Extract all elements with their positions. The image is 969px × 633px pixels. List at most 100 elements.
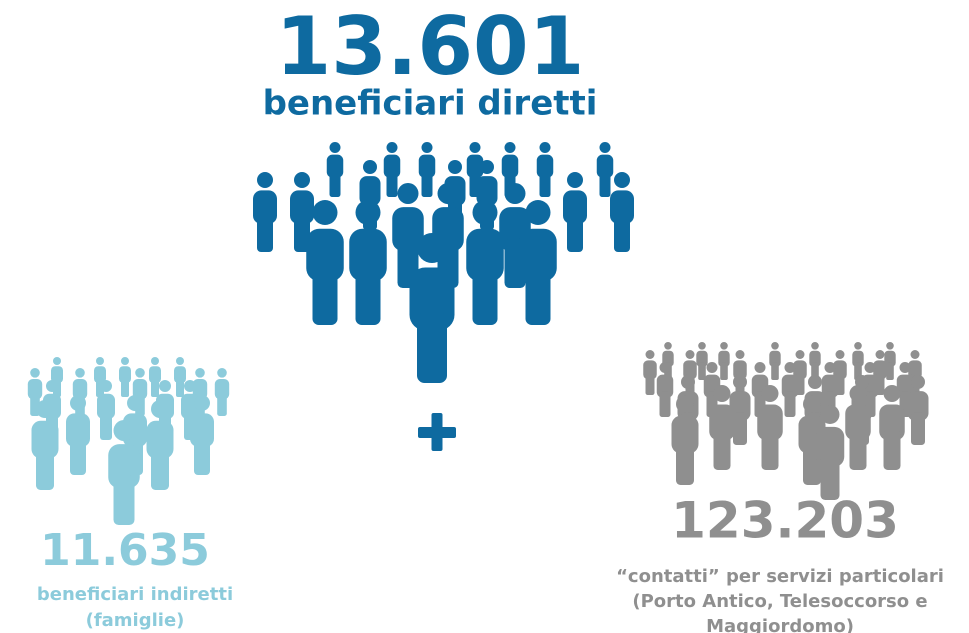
head — [835, 350, 845, 359]
legs — [417, 312, 447, 383]
person-icon — [879, 385, 905, 470]
legs — [329, 171, 341, 197]
head — [504, 142, 516, 153]
person-icon — [729, 375, 751, 445]
legs — [614, 214, 630, 252]
head — [53, 357, 61, 365]
head — [469, 142, 481, 153]
right-number: 123.203 — [671, 492, 899, 550]
person-icon — [466, 200, 504, 325]
person-icon — [709, 385, 735, 470]
legs — [720, 362, 728, 380]
right-line: (Porto Antico, Telesoccorso e — [632, 591, 927, 612]
person-icon — [656, 362, 674, 417]
legs — [911, 412, 925, 445]
legs — [567, 214, 583, 252]
person-icon — [31, 400, 59, 490]
right-line: “contatti” per servizi particolari — [616, 566, 944, 587]
head — [733, 375, 747, 389]
person-icon — [418, 142, 436, 197]
head — [397, 183, 419, 204]
head — [159, 380, 171, 392]
legs — [659, 391, 671, 417]
legs — [36, 447, 54, 490]
head — [294, 172, 310, 188]
person-icon — [108, 420, 140, 525]
person-icon — [190, 395, 214, 475]
head — [911, 375, 925, 389]
head — [127, 395, 143, 411]
legs — [312, 266, 338, 325]
head — [899, 362, 911, 373]
head — [910, 350, 920, 359]
legs — [733, 412, 747, 445]
person-icon — [852, 342, 864, 380]
legs — [713, 430, 731, 470]
head — [811, 342, 819, 350]
head — [504, 183, 526, 204]
head — [421, 142, 433, 153]
legs — [784, 391, 796, 417]
head — [761, 385, 779, 402]
person-icon — [873, 350, 887, 395]
head — [355, 200, 381, 225]
head — [539, 142, 551, 153]
head — [849, 385, 867, 402]
head — [685, 350, 695, 359]
legs — [539, 171, 551, 197]
head — [795, 350, 805, 359]
legs — [849, 430, 867, 470]
person-icon — [97, 380, 115, 440]
person-icon — [306, 200, 344, 325]
head — [886, 342, 894, 350]
person-icon — [253, 172, 277, 252]
legs — [294, 214, 310, 252]
person-icon — [769, 342, 781, 380]
person-icon — [610, 172, 634, 252]
person-icon — [907, 375, 929, 445]
head — [257, 172, 273, 188]
head — [808, 375, 822, 389]
person-icon — [757, 385, 783, 470]
head — [567, 172, 583, 188]
legs — [599, 171, 611, 197]
right-line: Maggiordomo) — [706, 616, 854, 633]
legs — [176, 378, 184, 397]
plus-v — [431, 413, 443, 451]
head — [803, 395, 821, 413]
person-icon — [409, 233, 455, 383]
person-icon — [884, 342, 896, 380]
left-line: (famiglie) — [86, 610, 185, 631]
person-icon — [326, 142, 344, 197]
person-icon — [696, 342, 708, 380]
legs — [761, 430, 779, 470]
person-icon — [781, 362, 799, 417]
head — [735, 350, 745, 359]
legs — [113, 475, 135, 525]
legs — [257, 214, 273, 252]
head — [883, 385, 901, 402]
left-number: 11.635 — [40, 525, 210, 576]
legs — [421, 171, 433, 197]
head — [676, 395, 694, 413]
head — [824, 362, 836, 373]
legs — [698, 362, 706, 380]
head — [480, 160, 494, 174]
head — [771, 342, 779, 350]
head — [472, 200, 498, 225]
person-icon — [383, 142, 401, 197]
person-icon — [214, 368, 230, 416]
head — [113, 420, 135, 441]
main-number: 13.601 — [276, 0, 585, 93]
head — [46, 380, 58, 392]
head — [784, 362, 796, 373]
person-icon — [809, 342, 821, 380]
head — [135, 368, 145, 378]
head — [151, 400, 169, 418]
left-line: beneficiari indiretti — [37, 584, 233, 605]
legs — [886, 362, 894, 380]
legs — [820, 455, 840, 500]
person-icon — [290, 172, 314, 252]
